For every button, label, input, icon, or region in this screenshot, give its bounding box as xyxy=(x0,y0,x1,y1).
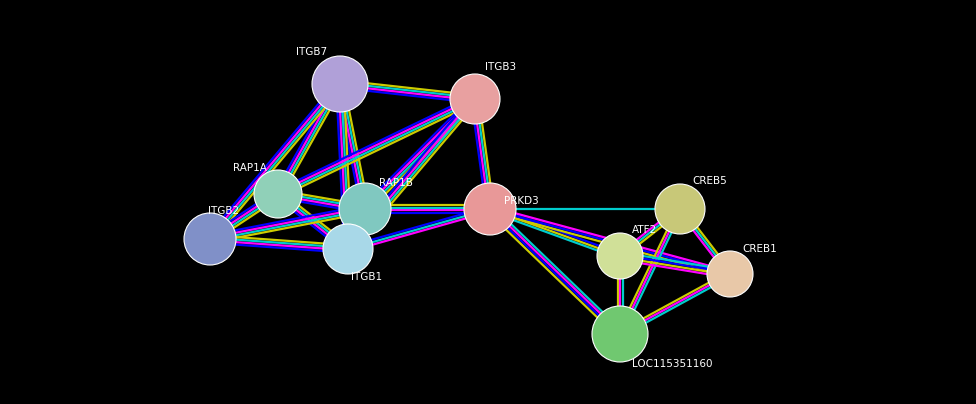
Text: PRKD3: PRKD3 xyxy=(504,196,539,206)
Ellipse shape xyxy=(450,74,500,124)
Ellipse shape xyxy=(592,306,648,362)
Text: CREB5: CREB5 xyxy=(692,176,727,186)
Text: CREB1: CREB1 xyxy=(742,244,777,254)
Ellipse shape xyxy=(655,184,705,234)
Text: ITGB7: ITGB7 xyxy=(297,47,328,57)
Text: LOC115351160: LOC115351160 xyxy=(632,359,712,369)
Text: ATF2: ATF2 xyxy=(632,225,657,235)
Ellipse shape xyxy=(707,251,753,297)
Ellipse shape xyxy=(254,170,302,218)
Text: ITGB2: ITGB2 xyxy=(208,206,239,216)
Text: RAP1B: RAP1B xyxy=(379,178,413,188)
Ellipse shape xyxy=(597,233,643,279)
Ellipse shape xyxy=(339,183,391,235)
Text: ITGB3: ITGB3 xyxy=(485,62,516,72)
Text: RAP1A: RAP1A xyxy=(233,163,267,173)
Ellipse shape xyxy=(464,183,516,235)
Ellipse shape xyxy=(184,213,236,265)
Text: ITGB1: ITGB1 xyxy=(351,272,383,282)
Ellipse shape xyxy=(323,224,373,274)
Ellipse shape xyxy=(312,56,368,112)
